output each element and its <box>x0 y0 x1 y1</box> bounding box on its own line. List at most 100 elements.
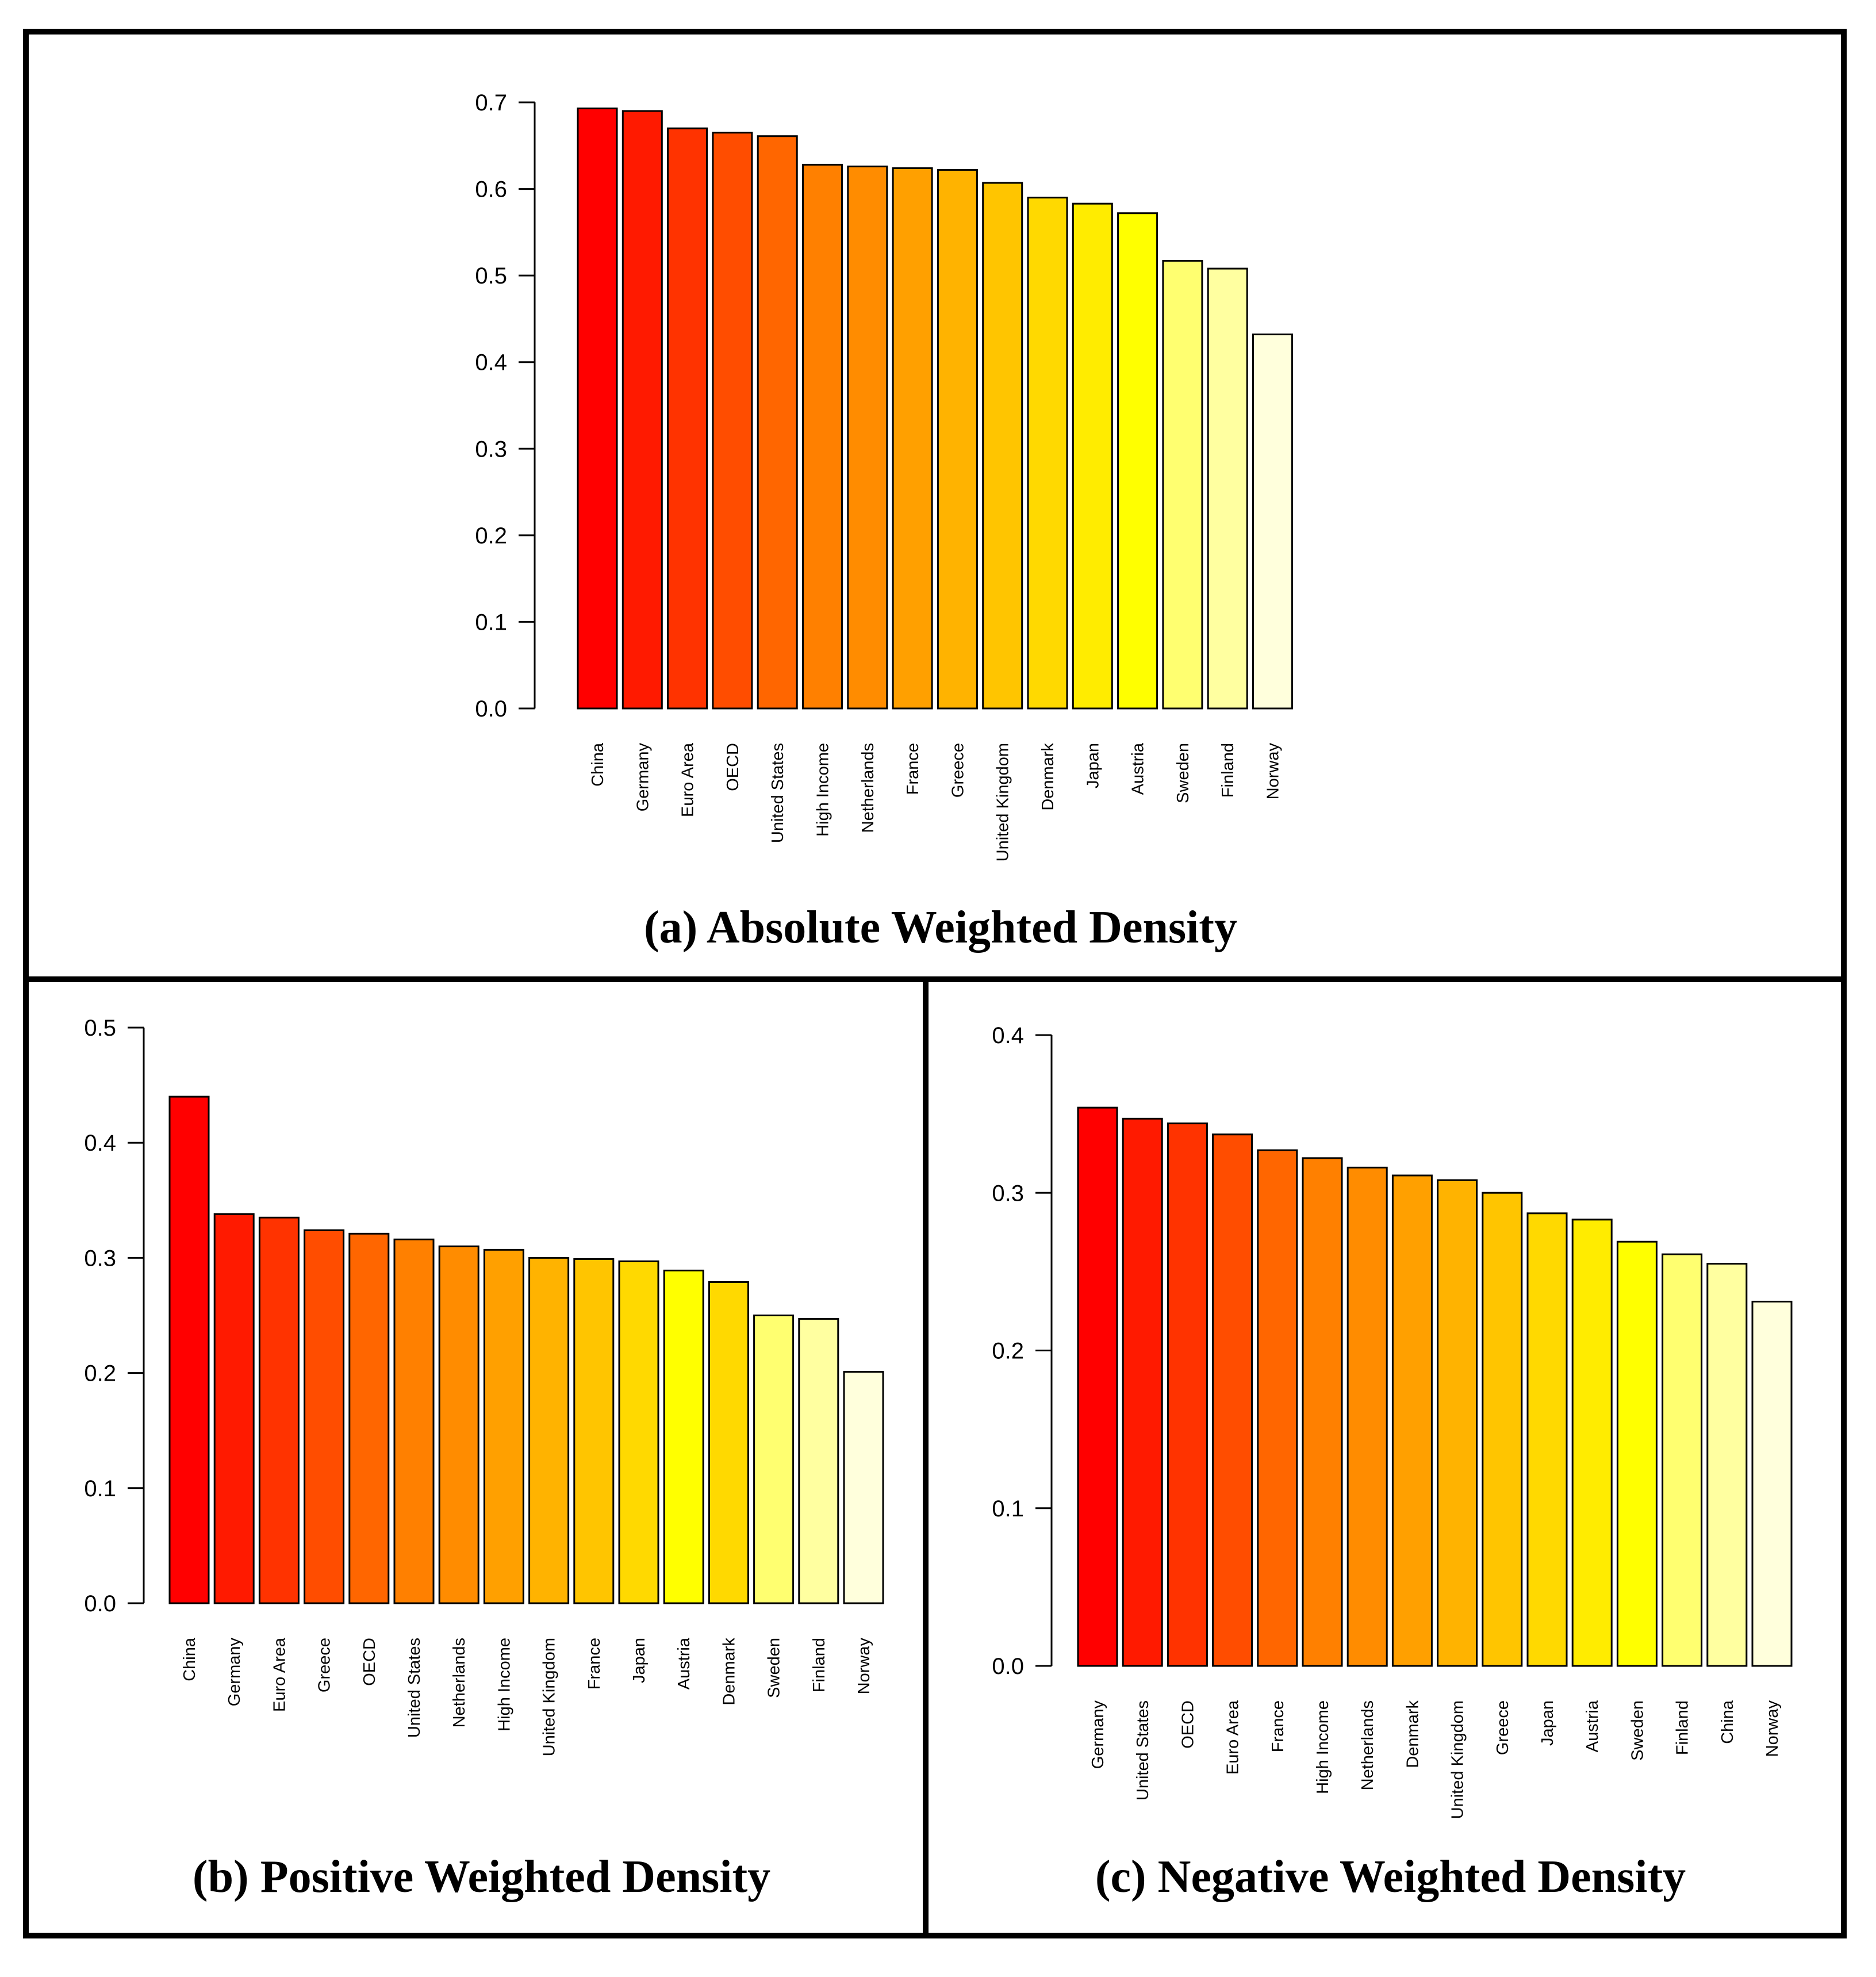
category-label: Finland <box>810 1638 828 1692</box>
y-tick-label: 0.1 <box>84 1476 116 1501</box>
category-label: Austria <box>1129 742 1148 795</box>
y-tick-label: 0.5 <box>84 1016 116 1041</box>
category-label: China <box>181 1637 199 1681</box>
bar <box>1526 1212 1568 1667</box>
bar <box>798 1318 839 1604</box>
bar <box>1391 1174 1433 1667</box>
bar <box>1077 1106 1118 1667</box>
bar <box>528 1256 570 1604</box>
bar <box>708 1281 749 1604</box>
category-label: Japan <box>1084 743 1102 788</box>
category-label: United States <box>405 1638 424 1738</box>
bar <box>483 1248 524 1604</box>
bar <box>1571 1219 1613 1667</box>
category-label: Denmark <box>1039 743 1057 811</box>
y-tick-label: 0.3 <box>992 1181 1024 1206</box>
bar <box>622 110 663 710</box>
bar <box>937 168 978 710</box>
category-label: Euro Area <box>679 742 697 817</box>
bar <box>1117 212 1158 710</box>
category-label: Japan <box>630 1638 649 1683</box>
category-label: China <box>1718 1700 1737 1744</box>
bar <box>168 1095 210 1604</box>
bar <box>348 1232 390 1604</box>
category-label: Sweden <box>765 1638 784 1698</box>
bar <box>304 1229 345 1604</box>
bar <box>1122 1117 1163 1667</box>
category-label: Denmark <box>1403 1700 1422 1768</box>
bar <box>753 1315 795 1604</box>
category-label: United Kingdom <box>994 743 1012 861</box>
category-label: United Kingdom <box>1449 1700 1467 1819</box>
category-label: France <box>904 743 922 795</box>
y-tick-label: 0.3 <box>84 1246 116 1271</box>
panel-positive-weighted-density: 0.0 0.1 0.2 0.3 0.4 0.5 China Germany Euro Area G… <box>23 976 929 1938</box>
bar <box>618 1260 659 1604</box>
bar <box>663 1269 704 1604</box>
y-tick-label: 0.2 <box>84 1361 116 1386</box>
category-label: Denmark <box>720 1638 738 1706</box>
bar <box>577 108 618 710</box>
bar <box>1706 1263 1748 1667</box>
bar <box>1167 1122 1208 1667</box>
bar <box>712 132 753 710</box>
bar <box>843 1371 884 1604</box>
category-label: United States <box>1134 1700 1152 1800</box>
y-tick-label: 0.1 <box>992 1496 1024 1522</box>
category-label: United Kingdom <box>540 1638 559 1756</box>
category-label: Finland <box>1219 743 1237 798</box>
category-label: France <box>1269 1700 1287 1752</box>
y-tick-label: 0.0 <box>475 696 507 722</box>
category-label: United States <box>769 743 787 843</box>
category-label: High Income <box>1314 1700 1332 1794</box>
y-tick-label: 0.4 <box>84 1131 116 1156</box>
y-tick-label: 0.0 <box>84 1591 116 1616</box>
category-label: Greece <box>949 743 967 798</box>
bar <box>892 167 933 710</box>
bar <box>1482 1191 1523 1667</box>
y-tick-label: 0.2 <box>992 1339 1024 1364</box>
y-tick-label: 0.1 <box>475 610 507 635</box>
category-label: Sweden <box>1174 743 1192 803</box>
bar <box>1616 1240 1658 1667</box>
category-label: Germany <box>1089 1700 1107 1769</box>
bar <box>847 165 888 710</box>
category-label: Austria <box>1583 1700 1602 1752</box>
category-label: Norway <box>855 1638 873 1695</box>
category-label: Germany <box>225 1638 244 1707</box>
category-label: OECD <box>724 743 742 791</box>
category-label: OECD <box>360 1638 379 1686</box>
category-label: Finland <box>1674 1700 1692 1755</box>
category-label: Euro Area <box>270 1637 289 1712</box>
bar <box>1212 1133 1253 1667</box>
bar <box>757 135 798 710</box>
category-label: Austria <box>675 1637 693 1689</box>
category-label: Netherlands <box>450 1638 469 1727</box>
bar <box>1072 202 1113 710</box>
bar <box>1207 267 1248 710</box>
bar <box>1346 1166 1388 1667</box>
bar <box>1257 1149 1298 1667</box>
bar <box>438 1245 479 1604</box>
bar <box>802 163 843 710</box>
category-label: Japan <box>1539 1700 1557 1746</box>
bar <box>1252 334 1293 710</box>
category-label: Germany <box>634 743 652 812</box>
category-label: Netherlands <box>859 743 877 833</box>
bar-chart-negative: 0.0 0.1 0.2 0.3 0.4 Germany United States OECD E… <box>992 1023 1793 1819</box>
category-label: Sweden <box>1628 1700 1647 1761</box>
panel-absolute-weighted-density: 0.0 0.1 0.2 0.3 0.4 0.5 0.6 0.7 China Germany Euro… <box>23 29 1847 982</box>
y-tick-label: 0.2 <box>475 523 507 549</box>
category-label: High Income <box>814 743 833 837</box>
bar <box>1027 197 1068 710</box>
chart-title-absolute: (a) Absolute Weighted Density <box>644 902 1237 953</box>
category-label: Norway <box>1264 743 1283 800</box>
category-label: Greece <box>316 1638 334 1692</box>
category-label: Norway <box>1763 1700 1782 1757</box>
category-label: France <box>585 1638 604 1689</box>
y-tick-label: 0.4 <box>475 350 507 376</box>
category-label: High Income <box>495 1638 513 1731</box>
category-label: Netherlands <box>1359 1700 1377 1790</box>
bar <box>393 1238 435 1604</box>
bar <box>982 182 1023 710</box>
